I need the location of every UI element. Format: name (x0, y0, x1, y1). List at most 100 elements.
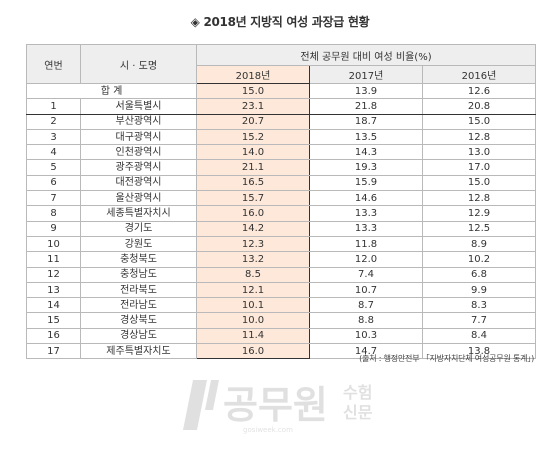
cell-2018: 16.0 (196, 205, 310, 222)
table-row: 16 경상남도 11.4 10.3 8.4 (26, 327, 536, 345)
cell-2017: 7.4 (309, 266, 423, 283)
cell-no: 8 (26, 205, 81, 222)
cell-2017: 13.3 (309, 220, 423, 237)
cell-2017: 8.8 (309, 312, 423, 329)
table-row: 9 경기도 14.2 13.3 12.5 (26, 220, 536, 237)
table-row: 12 충청남도 8.5 7.4 6.8 (26, 266, 536, 283)
total-2018: 15.0 (196, 82, 310, 100)
cell-region: 경기도 (80, 220, 197, 237)
table-row: 3 대구광역시 15.2 13.5 12.8 (26, 128, 536, 146)
table-row: 6 대전광역시 16.5 15.9 15.0 (26, 174, 536, 192)
cell-no: 6 (26, 174, 81, 192)
cell-2017: 13.3 (309, 205, 423, 222)
cell-2018: 15.7 (196, 190, 310, 207)
cell-no: 14 (26, 297, 81, 314)
cell-2018: 16.5 (196, 174, 310, 192)
header-region: 시 · 도명 (80, 44, 197, 84)
table-row: 15 경상북도 10.0 8.8 7.7 (26, 312, 536, 329)
cell-region: 광주광역시 (80, 159, 197, 176)
table-row: 4 인천광역시 14.0 14.3 13.0 (26, 144, 536, 161)
table-row: 8 세종특별자치시 16.0 13.3 12.9 (26, 205, 536, 222)
cell-no: 17 (26, 343, 81, 360)
cell-2016: 20.8 (422, 98, 536, 115)
cell-no: 3 (26, 128, 81, 146)
cell-2018: 21.1 (196, 159, 310, 176)
cell-2016: 10.2 (422, 251, 536, 268)
header-year-2017: 2017년 (309, 65, 423, 84)
cell-2018: 14.2 (196, 220, 310, 237)
table-row: 7 울산광역시 15.7 14.6 12.8 (26, 190, 536, 207)
cell-2017: 11.8 (309, 235, 423, 253)
cell-region: 충청북도 (80, 251, 197, 268)
cell-2017: 10.3 (309, 327, 423, 345)
cell-no: 15 (26, 312, 81, 329)
cell-no: 10 (26, 235, 81, 253)
cell-2017: 14.7 (309, 343, 423, 360)
total-2017: 13.9 (309, 82, 423, 100)
cell-region: 전라남도 (80, 297, 197, 314)
cell-2018: 10.0 (196, 312, 310, 329)
cell-2017: 8.7 (309, 297, 423, 314)
cell-2016: 12.8 (422, 190, 536, 207)
table-row: 10 강원도 12.3 11.8 8.9 (26, 235, 536, 253)
cell-no: 1 (26, 98, 81, 115)
logo-mark-icon (183, 380, 219, 430)
table-row: 1 서울특별시 23.1 21.8 20.8 (26, 98, 536, 115)
cell-no: 12 (26, 266, 81, 283)
table-row: 14 전라남도 10.1 8.7 8.3 (26, 297, 536, 314)
cell-2018: 12.3 (196, 235, 310, 253)
cell-no: 9 (26, 220, 81, 237)
cell-region: 인천광역시 (80, 144, 197, 161)
cell-no: 4 (26, 144, 81, 161)
cell-2016: 9.9 (422, 281, 536, 299)
cell-region: 전라북도 (80, 281, 197, 299)
cell-2016: 12.9 (422, 205, 536, 222)
watermark-main: 공무원 (223, 383, 328, 427)
cell-2016: 7.7 (422, 312, 536, 329)
cell-2017: 19.3 (309, 159, 423, 176)
cell-2017: 18.7 (309, 113, 423, 130)
cell-2016: 12.8 (422, 128, 536, 146)
cell-region: 제주특별자치도 (80, 343, 197, 360)
cell-region: 경상남도 (80, 327, 197, 345)
watermark-logo: 공무원 수험 신문 gosiweek.com (183, 380, 373, 434)
cell-region: 세종특별자치시 (80, 205, 197, 222)
table-row: 2 부산광역시 20.7 18.7 15.0 (26, 113, 536, 130)
cell-2018: 13.2 (196, 251, 310, 268)
cell-2017: 21.8 (309, 98, 423, 115)
cell-2018: 8.5 (196, 266, 310, 283)
total-row: 합 계 15.0 13.9 12.6 (26, 82, 536, 100)
cell-region: 울산광역시 (80, 190, 197, 207)
cell-2018: 12.1 (196, 281, 310, 299)
cell-2017: 13.5 (309, 128, 423, 146)
cell-2017: 15.9 (309, 174, 423, 192)
female-manager-ratio-table: 연번 시 · 도명 전체 공무원 대비 여성 비율(%) 2018년 2017년… (26, 44, 536, 360)
cell-no: 16 (26, 327, 81, 345)
total-2016: 12.6 (422, 82, 536, 100)
cell-region: 서울특별시 (80, 98, 197, 115)
cell-2016: 8.3 (422, 297, 536, 314)
cell-no: 11 (26, 251, 81, 268)
source-note: (출처 : 행정안전부 「지방자치단체 여성공무원 통계」) (359, 354, 534, 363)
cell-2018: 20.7 (196, 113, 310, 130)
cell-2017: 12.0 (309, 251, 423, 268)
cell-2016: 8.9 (422, 235, 536, 253)
cell-2016: 8.4 (422, 327, 536, 345)
cell-2018: 15.2 (196, 128, 310, 146)
cell-2016: 13.8 (422, 343, 536, 360)
cell-region: 대전광역시 (80, 174, 197, 192)
cell-no: 13 (26, 281, 81, 299)
cell-2016: 15.0 (422, 174, 536, 192)
watermark-url: gosiweek.com (243, 426, 293, 434)
table-row: 11 충청북도 13.2 12.0 10.2 (26, 251, 536, 268)
cell-no: 5 (26, 159, 81, 176)
cell-2016: 15.0 (422, 113, 536, 130)
cell-2018: 10.1 (196, 297, 310, 314)
cell-2017: 10.7 (309, 281, 423, 299)
cell-2018: 16.0 (196, 343, 310, 360)
watermark-sub1: 수험 (343, 383, 372, 402)
cell-2016: 6.8 (422, 266, 536, 283)
header-no: 연번 (26, 44, 81, 84)
table-row: 5 광주광역시 21.1 19.3 17.0 (26, 159, 536, 176)
header-year-2018: 2018년 (196, 65, 310, 84)
